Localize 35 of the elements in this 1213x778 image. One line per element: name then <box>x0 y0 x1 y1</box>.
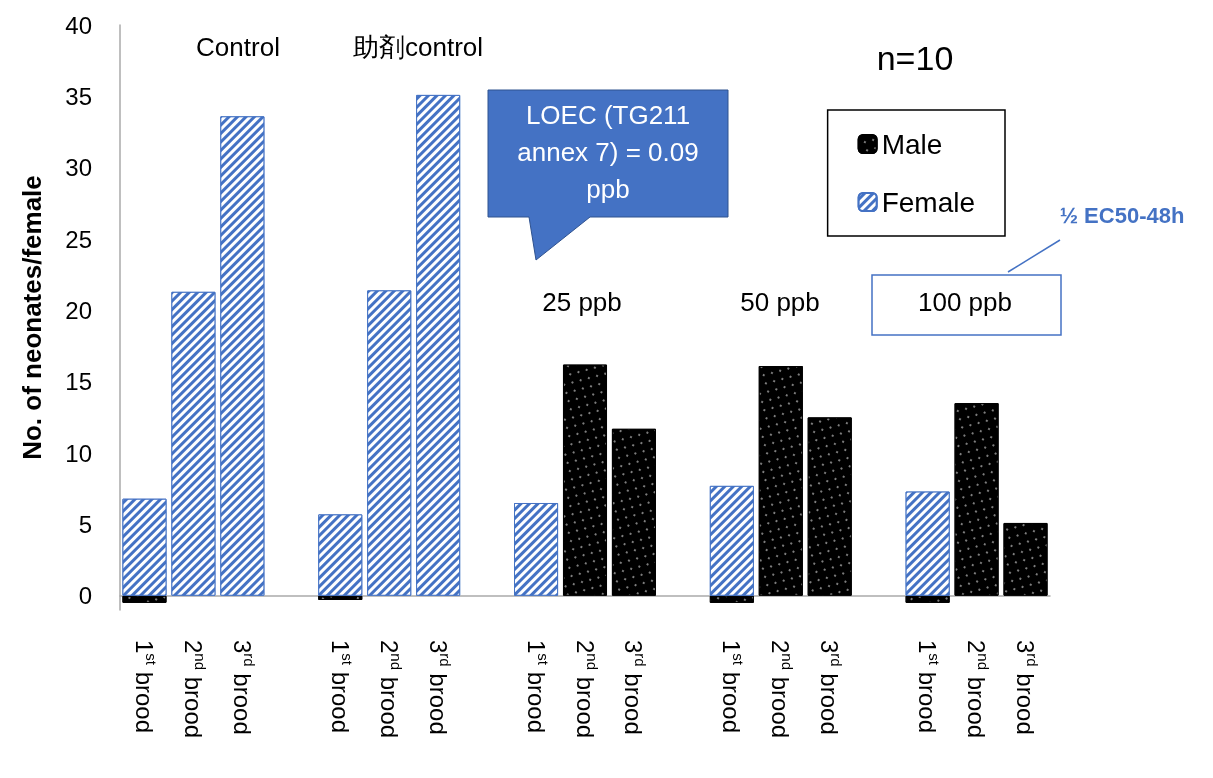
text: ½ EC50-48h <box>1059 202 1185 228</box>
y-tick-label: 20 <box>65 296 92 324</box>
y-tick-label: 15 <box>65 368 92 396</box>
annotation: 100 ppb <box>918 287 1012 317</box>
y-tick-label: 40 <box>65 11 92 39</box>
x-tick-label: 3rd brood <box>228 640 258 735</box>
annotation: 25 ppb <box>542 287 622 317</box>
y-tick-label: 35 <box>65 82 92 110</box>
y-tick-label: 25 <box>65 225 92 253</box>
x-tick-label: 3rd brood <box>620 640 650 735</box>
annotation: Control <box>196 32 280 62</box>
y-tick-label: 0 <box>78 582 92 610</box>
x-tick-label: 1st brood <box>522 640 552 734</box>
x-tick-label: 2nd brood <box>375 640 405 739</box>
x-tick-label: 2nd brood <box>963 640 993 739</box>
y-tick-label: 10 <box>65 439 92 467</box>
legend-label: Male <box>881 128 943 160</box>
x-tick-label: 3rd brood <box>1012 640 1042 735</box>
y-axis-title: No. of neonates/female <box>17 175 47 460</box>
x-tick-label: 1st brood <box>130 640 160 734</box>
y-tick-label: 5 <box>78 510 92 538</box>
legend-label: Female <box>881 186 976 218</box>
annotation: n=10 <box>876 39 954 77</box>
x-tick-label: 1st brood <box>326 640 356 734</box>
y-tick-label: 30 <box>65 154 92 182</box>
annotation: LOEC (TG211 annex 7) = 0.09 ppb <box>517 100 699 204</box>
x-tick-label: 3rd brood <box>816 640 846 735</box>
x-tick-label: 2nd brood <box>571 640 601 739</box>
annotation: 助剤control <box>352 32 484 62</box>
x-tick-label: 3rd brood <box>424 640 454 735</box>
x-tick-label: 1st brood <box>914 640 944 734</box>
x-tick-label: 1st brood <box>718 640 748 734</box>
x-tick-label: 2nd brood <box>767 640 797 739</box>
x-tick-label: 2nd brood <box>179 640 209 739</box>
annotation: 50 ppb <box>740 287 820 317</box>
